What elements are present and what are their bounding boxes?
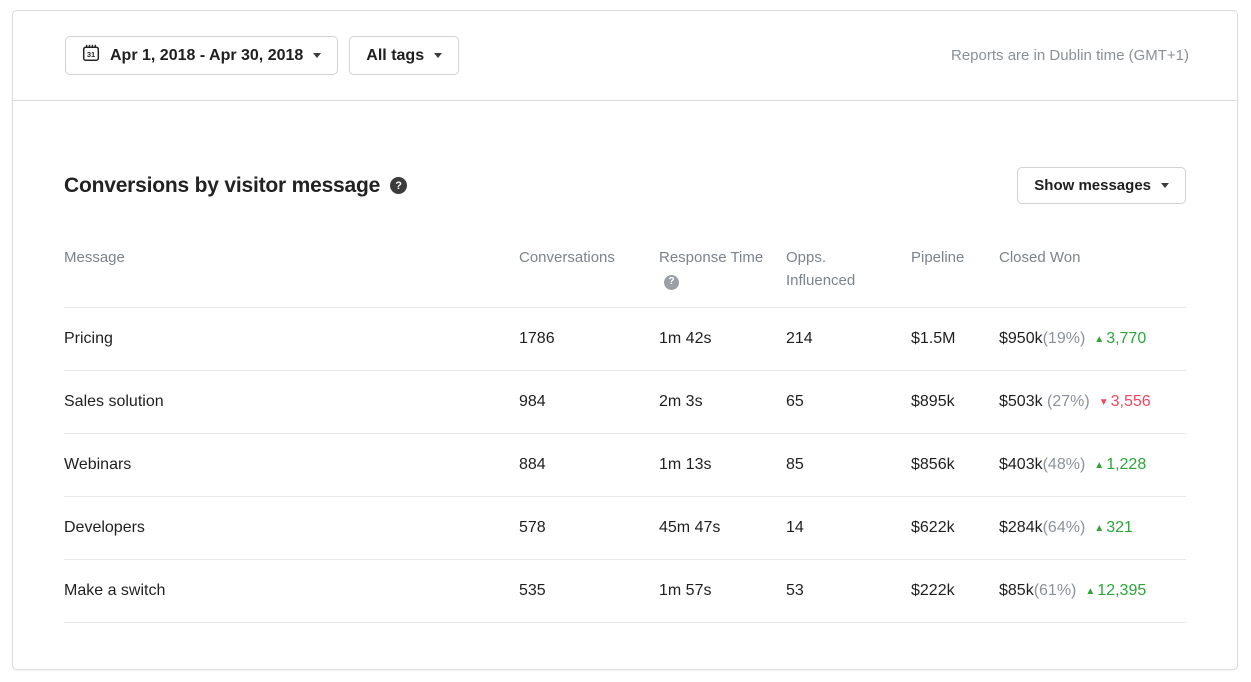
table-row: Sales solution 984 2m 3s 65 $895k $503k … <box>64 371 1186 434</box>
conversations-cell: 1786 <box>519 330 555 347</box>
conversations-cell: 884 <box>519 456 546 473</box>
response-time-cell: 1m 42s <box>659 330 712 347</box>
pipeline-cell: $222k <box>911 582 955 599</box>
conversations-cell: 984 <box>519 393 546 410</box>
message-cell: Sales solution <box>64 393 164 410</box>
message-cell: Webinars <box>64 456 132 473</box>
col-header-message: Message <box>64 249 125 266</box>
pipeline-cell: $622k <box>911 519 955 536</box>
opps-cell: 85 <box>786 456 804 473</box>
date-range-label: Apr 1, 2018 - Apr 30, 2018 <box>110 46 304 64</box>
response-time-cell: 45m 47s <box>659 519 721 536</box>
table-row: Pricing 1786 1m 42s 214 $1.5M $950k(19%)… <box>64 308 1186 371</box>
pipeline-cell: $856k <box>911 456 955 473</box>
filters-bar: 31 Apr 1, 2018 - Apr 30, 2018 All tags R… <box>13 11 1237 101</box>
tags-filter-dropdown[interactable]: All tags <box>349 36 460 75</box>
closed-won-percent: (48%) <box>1042 456 1086 473</box>
show-messages-label: Show messages <box>1034 177 1151 194</box>
closed-won-percent: (27%) <box>1042 393 1090 410</box>
col-header-response-time: Response Time? <box>659 246 786 293</box>
closed-won-amount: $284k <box>999 519 1043 536</box>
date-range-picker[interactable]: 31 Apr 1, 2018 - Apr 30, 2018 <box>65 36 339 75</box>
trend-value: ▲ 1,228 <box>1094 456 1147 473</box>
pipeline-cell: $1.5M <box>911 330 956 347</box>
table-row: Webinars 884 1m 13s 85 $856k $403k(48%) ▲… <box>64 434 1186 497</box>
message-cell: Pricing <box>64 330 113 347</box>
help-icon[interactable]: ? <box>664 274 679 290</box>
closed-won-amount: $85k <box>999 582 1034 599</box>
table-row: Make a switch 535 1m 57s 53 $222k $85k(6… <box>64 560 1186 623</box>
col-header-opps-influenced: Opps. Influenced <box>786 249 856 290</box>
closed-won-amount: $403k <box>999 456 1043 473</box>
conversations-cell: 578 <box>519 519 546 536</box>
trend-arrow-icon: ▼ <box>1098 397 1109 408</box>
closed-won-cell: $950k(19%) ▲ 3,770 <box>999 330 1186 348</box>
trend-value: ▼ 3,556 <box>1098 393 1151 410</box>
opps-cell: 214 <box>786 330 813 347</box>
closed-won-cell: $85k(61%) ▲ 12,395 <box>999 582 1186 600</box>
reports-panel: 31 Apr 1, 2018 - Apr 30, 2018 All tags R… <box>12 10 1238 670</box>
closed-won-amount: $950k <box>999 330 1043 347</box>
trend-arrow-icon: ▲ <box>1094 460 1105 471</box>
show-messages-dropdown[interactable]: Show messages <box>1017 167 1186 204</box>
table-header-row: Message Conversations Response Time? Opp… <box>64 244 1186 308</box>
col-header-pipeline: Pipeline <box>911 249 965 266</box>
closed-won-cell: $403k(48%) ▲ 1,228 <box>999 456 1186 474</box>
trend-value: ▲ 12,395 <box>1085 582 1147 599</box>
closed-won-cell: $503k (27%) ▼ 3,556 <box>999 393 1186 411</box>
conversions-table: Message Conversations Response Time? Opp… <box>64 244 1186 623</box>
trend-value: ▲ 3,770 <box>1094 330 1147 347</box>
opps-cell: 53 <box>786 582 804 599</box>
trend-value: ▲ 321 <box>1094 519 1133 536</box>
chevron-down-icon <box>434 53 443 58</box>
timezone-note: Reports are in Dublin time (GMT+1) <box>951 47 1189 64</box>
report-header: Conversions by visitor message ? Show me… <box>64 167 1186 204</box>
trend-arrow-icon: ▲ <box>1094 334 1105 345</box>
col-header-conversations: Conversations <box>519 249 615 266</box>
calendar-icon: 31 <box>82 44 100 67</box>
trend-arrow-icon: ▲ <box>1085 586 1096 597</box>
opps-cell: 65 <box>786 393 804 410</box>
response-time-cell: 1m 13s <box>659 456 712 473</box>
table-row: Developers 578 45m 47s 14 $622k $284k(64… <box>64 497 1186 560</box>
pipeline-cell: $895k <box>911 393 955 410</box>
chevron-down-icon <box>313 53 322 58</box>
conversations-cell: 535 <box>519 582 546 599</box>
closed-won-percent: (64%) <box>1042 519 1086 536</box>
response-time-cell: 1m 57s <box>659 582 712 599</box>
opps-cell: 14 <box>786 519 804 536</box>
report-section: Conversions by visitor message ? Show me… <box>13 101 1237 623</box>
col-header-closed-won: Closed Won <box>999 249 1081 266</box>
trend-arrow-icon: ▲ <box>1094 523 1105 534</box>
message-cell: Make a switch <box>64 582 166 599</box>
closed-won-percent: (61%) <box>1033 582 1077 599</box>
svg-text:31: 31 <box>87 50 95 59</box>
closed-won-amount: $503k <box>999 393 1043 410</box>
closed-won-cell: $284k(64%) ▲ 321 <box>999 519 1186 537</box>
closed-won-percent: (19%) <box>1042 330 1086 347</box>
message-cell: Developers <box>64 519 145 536</box>
response-time-cell: 2m 3s <box>659 393 703 410</box>
help-icon[interactable]: ? <box>390 177 408 194</box>
page-title: Conversions by visitor message <box>64 173 381 197</box>
tags-filter-label: All tags <box>366 46 425 64</box>
chevron-down-icon <box>1161 183 1169 188</box>
